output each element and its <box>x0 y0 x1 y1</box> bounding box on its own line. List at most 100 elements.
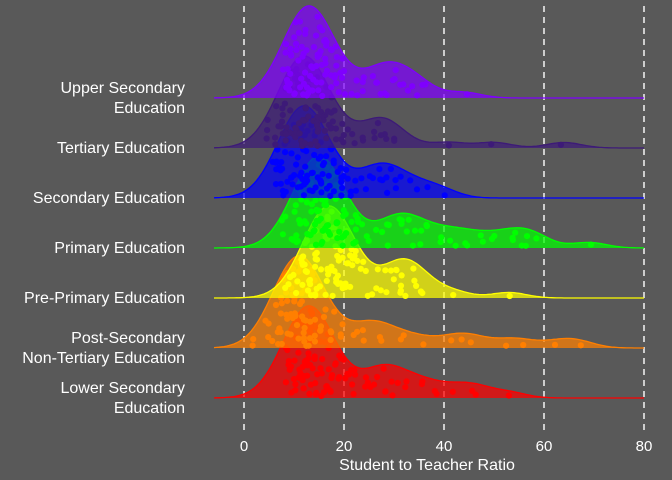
data-point <box>350 240 357 247</box>
data-point <box>383 135 390 142</box>
data-point <box>296 130 303 137</box>
data-point <box>279 231 286 238</box>
data-point <box>452 242 459 249</box>
data-point <box>290 237 297 244</box>
data-point <box>312 255 319 263</box>
data-point <box>273 103 280 110</box>
data-point <box>437 239 444 246</box>
data-point <box>367 383 374 390</box>
data-point <box>327 125 334 132</box>
ridge-outline <box>213 255 644 349</box>
data-point <box>264 116 271 123</box>
data-point <box>462 240 469 247</box>
data-point <box>317 365 324 372</box>
data-point <box>307 281 314 288</box>
data-point <box>287 331 294 338</box>
data-point <box>269 337 276 345</box>
data-point <box>299 363 306 370</box>
data-point <box>284 79 291 86</box>
data-point <box>287 45 294 52</box>
data-point <box>303 220 310 227</box>
data-point <box>339 184 346 191</box>
data-point <box>298 43 305 50</box>
data-point <box>318 180 325 187</box>
data-point <box>302 104 309 112</box>
data-point <box>403 378 410 385</box>
data-point <box>333 220 340 227</box>
data-point <box>308 201 315 208</box>
data-point <box>388 378 395 385</box>
data-point <box>522 242 529 249</box>
data-point <box>350 390 357 398</box>
data-point <box>322 197 329 204</box>
data-point <box>359 88 366 95</box>
data-point <box>413 282 420 289</box>
data-point <box>318 392 325 399</box>
data-point <box>387 267 395 274</box>
data-point <box>523 233 531 240</box>
data-point <box>302 140 309 147</box>
data-point <box>294 278 301 285</box>
data-point <box>319 238 326 246</box>
data-point <box>376 334 383 341</box>
data-point <box>360 337 367 344</box>
data-point <box>343 260 351 267</box>
data-point <box>405 216 412 223</box>
data-point <box>277 329 284 336</box>
data-point <box>291 208 298 215</box>
data-point <box>278 118 286 125</box>
data-point <box>292 381 299 388</box>
data-point <box>331 268 338 275</box>
data-point <box>312 391 319 398</box>
data-point <box>299 53 306 60</box>
data-point <box>488 235 496 243</box>
data-point <box>298 75 305 82</box>
data-point <box>314 114 321 121</box>
data-point <box>317 266 325 273</box>
data-point <box>279 66 287 73</box>
data-point <box>304 287 312 294</box>
data-point <box>279 111 286 118</box>
data-point <box>283 124 290 131</box>
data-point <box>398 220 405 227</box>
data-point <box>292 312 299 320</box>
data-point <box>391 137 398 144</box>
data-point <box>323 38 330 46</box>
data-point <box>392 67 399 74</box>
data-point <box>333 136 340 143</box>
data-point <box>298 374 305 381</box>
data-point <box>505 392 512 399</box>
data-point <box>317 215 324 222</box>
data-point <box>339 242 346 249</box>
data-point <box>374 266 381 273</box>
data-point <box>322 71 329 78</box>
data-point <box>378 228 386 236</box>
data-point <box>400 81 407 88</box>
data-point <box>340 356 347 363</box>
data-point <box>354 328 361 335</box>
data-point <box>278 300 285 307</box>
data-point <box>338 178 345 186</box>
data-point <box>298 256 305 263</box>
data-point <box>316 283 323 290</box>
x-axis-ticks: 0 20 40 60 80 <box>240 438 653 455</box>
ridges <box>213 5 645 399</box>
ridge-1 <box>213 255 644 349</box>
data-point <box>349 131 356 138</box>
data-point <box>315 207 322 214</box>
data-point <box>355 218 362 225</box>
data-point <box>447 237 454 244</box>
data-point <box>362 374 370 381</box>
data-point <box>272 134 279 141</box>
data-point <box>284 178 291 185</box>
data-point <box>303 342 310 349</box>
data-point <box>264 127 271 134</box>
data-point <box>353 77 360 84</box>
data-point <box>393 266 400 273</box>
data-point <box>339 55 346 62</box>
data-point <box>283 131 290 138</box>
data-point <box>450 291 457 299</box>
data-point <box>319 356 326 363</box>
data-point <box>398 272 405 279</box>
